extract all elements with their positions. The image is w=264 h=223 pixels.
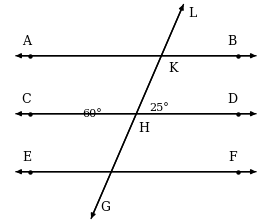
Text: G: G	[101, 201, 111, 214]
Text: K: K	[168, 62, 178, 75]
Text: C: C	[22, 93, 31, 106]
Text: H: H	[139, 122, 150, 134]
Text: 25°: 25°	[149, 103, 169, 113]
Text: A: A	[22, 35, 31, 48]
Text: D: D	[227, 93, 237, 106]
Text: F: F	[228, 151, 237, 164]
Text: E: E	[22, 151, 31, 164]
Text: L: L	[189, 7, 197, 20]
Text: 60°: 60°	[82, 109, 102, 119]
Text: B: B	[228, 35, 237, 48]
